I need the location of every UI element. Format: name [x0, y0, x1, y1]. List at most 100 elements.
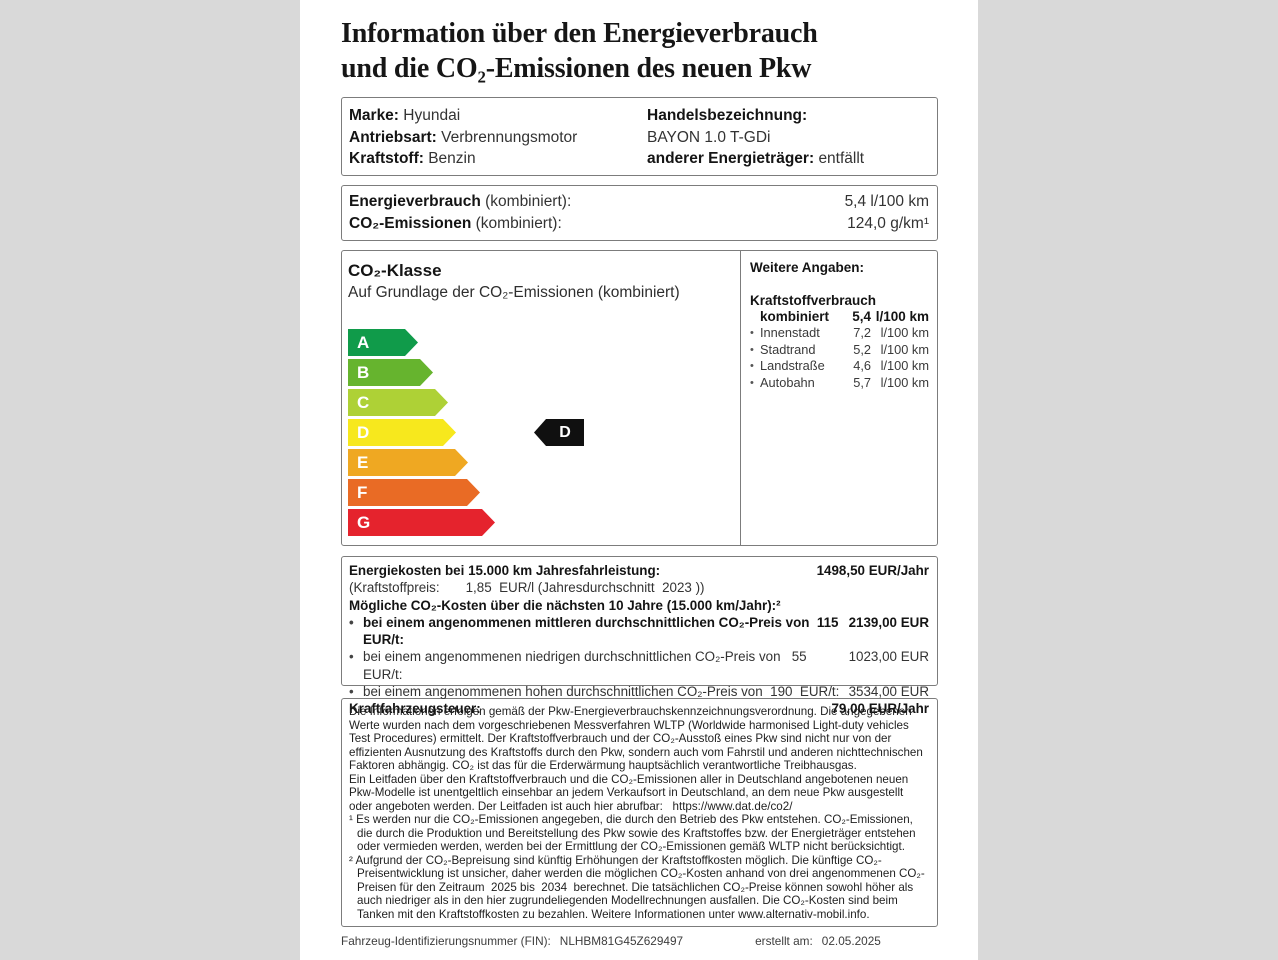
co2-class-bar: G: [348, 509, 495, 536]
fine-print-paragraph-1: Die Informationen erfolgen gemäß der Pkw…: [349, 705, 923, 772]
co2-emissionen-label: CO₂-Emissionen (kombiniert):: [349, 213, 562, 235]
co2-class-bar: D: [348, 419, 456, 446]
co2-class-bar: E: [348, 449, 468, 476]
kraftstoffpreis-row: (Kraftstoffpreis: 1,85 EUR/l (Jahresdurc…: [349, 579, 929, 596]
page-title: Information über den Energieverbrauch un…: [341, 16, 938, 86]
kraftstoff-row: Kraftstoff: Benzin: [349, 148, 647, 170]
co2-class-bar: F: [348, 479, 480, 506]
energiekosten-row: Energiekosten bei 15.000 km Jahresfahrle…: [349, 562, 929, 579]
co2-class-bar-label: F: [357, 483, 368, 502]
bullet-icon: •: [750, 360, 754, 373]
co2-price-row-value: 2139,00 EUR: [848, 614, 929, 630]
energy-label-document: Information über den Energieverbrauch un…: [300, 0, 978, 960]
co2-emissionen-value: 124,0 g/km¹: [847, 215, 929, 232]
co2-price-row-text: bei einem angenommenen mittleren durchsc…: [363, 614, 846, 648]
co2-class-bar: A: [348, 329, 418, 356]
consumption-row-unit: l/100 km: [880, 325, 929, 341]
kraftstoff-value: Benzin: [428, 150, 476, 167]
co2-price-row-text: bei einem angenommenen hohen durchschnit…: [363, 684, 840, 700]
created-at-label: erstellt am:: [755, 934, 813, 948]
bullet-icon: •: [349, 684, 354, 700]
handelsbezeichnung-value: BAYON 1.0 T-GDi: [647, 128, 771, 146]
antriebsart-row: Antriebsart: Verbrennungsmotor: [349, 127, 647, 149]
consumption-row-value: 4,6: [853, 358, 871, 374]
consumption-row: • Autobahn 5,7 l/100 km: [750, 375, 929, 391]
energietraeger-label: anderer Energieträger:: [647, 150, 815, 167]
vehicle-info-right-column: Handelsbezeichnung: BAYON 1.0 T-GDi ande…: [647, 105, 929, 175]
energietraeger-value: entfällt: [818, 150, 865, 167]
energieverbrauch-label: Energieverbrauch (kombiniert):: [349, 191, 571, 213]
co2-class-subtitle: Auf Grundlage der CO₂-Emissionen (kombin…: [348, 284, 680, 301]
antriebsart-value: Verbrennungsmotor: [441, 128, 578, 146]
co2-price-row-text: bei einem angenommenen niedrigen durchsc…: [363, 649, 815, 682]
weitere-angaben-panel: Weitere Angaben: Kraftstoffverbrauch kom…: [740, 251, 937, 545]
consumption-row-label: Stadtrand: [760, 341, 816, 357]
marke-row: Marke: Hyundai: [349, 105, 647, 127]
co2-price-row-value: 1023,00 EUR: [848, 649, 929, 665]
co2-price-row-value: 3534,00 EUR: [848, 684, 929, 700]
page-title-line2: und die CO₂-Emissionen des neuen Pkw: [341, 53, 812, 84]
kraftfahrzeugsteuer-row: Kraftfahrzeugsteuer: 79,00 EUR/Jahr: [349, 700, 929, 717]
energieverbrauch-row: Energieverbrauch (kombiniert): 5,4 l/100…: [349, 191, 929, 213]
consumption-row-label: Landstraße: [760, 358, 825, 374]
co2-class-bar: B: [348, 359, 433, 386]
bullet-icon: •: [750, 327, 754, 340]
co2-active-class-tag: D: [534, 419, 584, 446]
consumption-row-label: Autobahn: [760, 374, 815, 390]
bullet-icon: •: [349, 649, 354, 665]
co2-price-row: • bei einem angenommenen hohen durchschn…: [349, 683, 929, 700]
consumption-row: • Stadtrand 5,2 l/100 km: [750, 342, 929, 358]
handelsbezeichnung-value-row: BAYON 1.0 T-GDi: [647, 127, 929, 149]
consumption-row-value: 5,7: [853, 374, 871, 390]
consumption-row-unit: l/100 km: [875, 309, 929, 324]
bullet-icon: •: [349, 614, 354, 630]
kraftstoffverbrauch-label: Kraftstoffverbrauch: [750, 293, 877, 308]
consumption-row-unit: l/100 km: [880, 341, 929, 357]
bullet-icon: •: [750, 376, 754, 389]
kraftfahrzeugsteuer-value: 79,00 EUR/Jahr: [831, 701, 929, 717]
bullet-icon: •: [750, 343, 754, 356]
kraftfahrzeugsteuer-label: Kraftfahrzeugsteuer:: [349, 701, 481, 717]
co2-class-title: CO₂-Klasse: [348, 261, 442, 280]
co2-class-box: CO₂-Klasse Auf Grundlage der CO₂-Emissio…: [341, 250, 938, 546]
fine-print-paragraph-2: Ein Leitfaden über den Kraftstoffverbrau…: [349, 772, 912, 813]
kraftstoffpreis-text: (Kraftstoffpreis: 1,85 EUR/l (Jahresdurc…: [349, 580, 705, 596]
consumption-row: kombiniert 5,4 l/100 km: [750, 309, 929, 325]
consumption-row-label: Innenstadt: [760, 325, 820, 341]
energy-costs-box: Energiekosten bei 15.000 km Jahresfahrle…: [341, 556, 938, 716]
co2-class-bar-label: E: [357, 453, 369, 472]
handelsbezeichnung-label-row: Handelsbezeichnung:: [647, 105, 929, 127]
bullet-icon: [750, 309, 760, 325]
co2-class-panel: CO₂-Klasse Auf Grundlage der CO₂-Emissio…: [342, 251, 740, 545]
document-footer: Fahrzeug-Identifizierungsnummer (FIN): N…: [341, 934, 938, 948]
energiekosten-label: Energiekosten bei 15.000 km Jahresfahrle…: [349, 563, 661, 578]
page-title-line1: Information über den Energieverbrauch: [341, 18, 818, 49]
co2-class-bar: C: [348, 389, 448, 416]
co2-class-ladder: A B C D E F G D: [348, 329, 732, 536]
co2-class-bar-label: B: [357, 363, 370, 382]
fine-print-box: Die Informationen erfolgen gemäß der Pkw…: [341, 698, 938, 927]
co2-kosten-heading-row: Mögliche CO₂-Kosten über die nächsten 10…: [349, 597, 929, 614]
co2-class-bar-label: D: [357, 423, 370, 442]
marke-label: Marke:: [349, 107, 399, 124]
consumption-row: • Innenstadt 7,2 l/100 km: [750, 325, 929, 341]
energieverbrauch-value: 5,4 l/100 km: [844, 193, 929, 210]
co2-emissionen-row: CO₂-Emissionen (kombiniert): 124,0 g/km¹: [349, 213, 929, 235]
consumption-row-label: kombiniert: [760, 309, 830, 324]
co2-price-row: • bei einem angenommenen niedrigen durch…: [349, 648, 929, 683]
energieverbrauch-label-suffix: (kombiniert):: [480, 193, 572, 210]
created-at-value: 02.05.2025: [821, 934, 881, 948]
co2-class-bar-label: G: [357, 513, 371, 532]
fine-print-footnote-2: ² Aufgrund der CO₂-Bepreisung sind künft…: [349, 853, 925, 921]
consumption-row-value: 7,2: [853, 325, 871, 341]
energiekosten-value: 1498,50 EUR/Jahr: [816, 563, 929, 578]
combined-values-box: Energieverbrauch (kombiniert): 5,4 l/100…: [341, 185, 938, 241]
co2-class-bar-label: A: [357, 333, 370, 352]
co2-emissionen-label-suffix: (kombiniert):: [471, 215, 562, 232]
fine-print-footnote-1: ¹ Es werden nur die CO₂-Emissionen angeg…: [349, 813, 916, 853]
marke-value: Hyundai: [403, 107, 461, 124]
vehicle-info-left-column: Marke: Hyundai Antriebsart: Verbrennungs…: [349, 105, 647, 175]
consumption-row: • Landstraße 4,6 l/100 km: [750, 358, 929, 374]
fin-label: Fahrzeug-Identifizierungsnummer (FIN):: [341, 934, 551, 948]
fin-value: NLHBM81G45Z629497: [559, 934, 684, 948]
